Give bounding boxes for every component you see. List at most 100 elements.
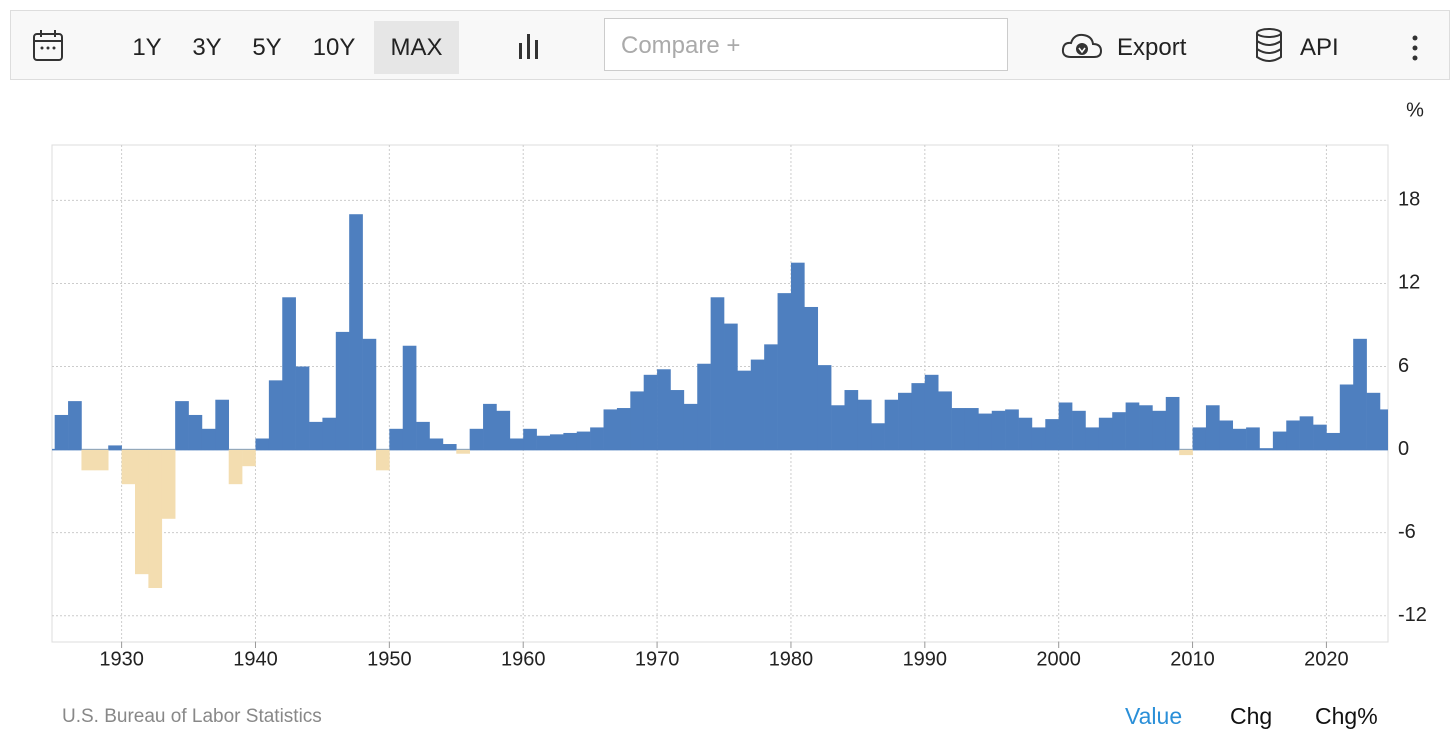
calendar-icon[interactable] xyxy=(31,28,67,64)
unit-label: % xyxy=(1406,99,1424,121)
y-tick-label: -6 xyxy=(1398,521,1416,543)
bar xyxy=(1272,431,1287,450)
x-tick-label: 2000 xyxy=(1036,648,1081,670)
bar xyxy=(549,434,564,450)
x-tick-label: 2010 xyxy=(1170,648,1215,670)
bar xyxy=(898,392,912,450)
bar xyxy=(1125,402,1140,450)
bar xyxy=(1339,384,1354,450)
bar xyxy=(335,331,350,450)
bar xyxy=(790,262,805,450)
bar xyxy=(161,449,176,519)
bar xyxy=(697,363,711,450)
bar xyxy=(603,409,618,450)
bar xyxy=(1005,409,1019,450)
bar xyxy=(108,445,122,450)
bar xyxy=(1205,405,1220,450)
bar xyxy=(1139,405,1153,450)
bar xyxy=(1313,424,1327,450)
bar xyxy=(188,414,203,450)
mode-button[interactable]: Value xyxy=(1125,703,1183,729)
bar xyxy=(228,449,243,485)
x-tick-label: 1990 xyxy=(903,648,948,670)
bar xyxy=(1058,402,1073,450)
bar xyxy=(884,399,899,450)
bar xyxy=(576,431,591,450)
bar xyxy=(523,428,537,450)
export-icon[interactable] xyxy=(1061,31,1103,63)
api-icon[interactable] xyxy=(1254,27,1284,63)
bar xyxy=(938,391,952,450)
bar xyxy=(951,408,966,450)
bar xyxy=(509,438,524,450)
x-tick-label: 1980 xyxy=(769,648,814,670)
mode-button[interactable]: Chg% xyxy=(1315,703,1378,729)
bar xyxy=(563,432,578,450)
bar xyxy=(1152,410,1167,450)
bar xyxy=(94,449,109,471)
bar xyxy=(683,403,698,450)
bar xyxy=(469,428,484,450)
bar xyxy=(456,449,470,454)
y-tick-label: 12 xyxy=(1398,272,1420,294)
bar xyxy=(710,297,725,450)
bar xyxy=(804,306,819,450)
bar xyxy=(389,428,404,450)
bar xyxy=(844,390,859,450)
bar xyxy=(1219,420,1234,450)
bar xyxy=(1246,427,1260,450)
bar xyxy=(764,344,778,450)
menu-icon[interactable] xyxy=(1410,33,1420,63)
bar xyxy=(215,399,230,450)
chart-type-icon[interactable] xyxy=(516,31,546,61)
range-button[interactable]: MAX xyxy=(374,21,459,74)
bar xyxy=(402,345,417,450)
bar xyxy=(924,374,939,450)
bar xyxy=(616,408,631,450)
x-tick-label: 1950 xyxy=(367,648,412,670)
range-button[interactable]: 3Y xyxy=(192,34,222,61)
bar xyxy=(1098,417,1113,450)
bar xyxy=(737,370,752,450)
api-button[interactable]: API xyxy=(1300,34,1339,61)
range-button[interactable]: 1Y xyxy=(132,34,162,61)
bar xyxy=(295,366,310,450)
bar xyxy=(268,380,283,450)
bar xyxy=(242,449,256,467)
bar xyxy=(1112,412,1126,450)
bar xyxy=(1299,416,1314,450)
range-button[interactable]: 10Y xyxy=(312,34,356,61)
mode-button[interactable]: Chg xyxy=(1230,703,1273,729)
bar xyxy=(1326,432,1341,450)
bar xyxy=(1259,448,1274,450)
bar xyxy=(777,293,792,450)
bar xyxy=(1353,338,1367,450)
export-button[interactable]: Export xyxy=(1117,34,1187,61)
bar xyxy=(54,414,69,450)
x-tick-label: 1960 xyxy=(501,648,546,670)
bar xyxy=(429,438,444,450)
bar xyxy=(1232,428,1247,450)
x-tick-label: 1970 xyxy=(635,648,680,670)
bar xyxy=(362,338,377,450)
bar xyxy=(1192,427,1207,450)
bar xyxy=(81,449,96,471)
bar xyxy=(1045,419,1059,450)
plot-border xyxy=(51,144,1389,643)
bar xyxy=(911,383,926,450)
x-tick-label: 1930 xyxy=(99,648,144,670)
bar xyxy=(1031,427,1046,450)
bar xyxy=(590,427,604,450)
bar xyxy=(724,323,738,450)
y-tick-label: -12 xyxy=(1398,604,1427,626)
bar xyxy=(1286,420,1300,450)
compare-input[interactable]: Compare + xyxy=(604,18,1008,71)
range-button[interactable]: 5Y xyxy=(252,34,282,61)
toolbar: 1Y 3Y 5Y 10Y MAX Compare + Export API xyxy=(10,10,1450,80)
bar xyxy=(349,214,363,450)
bar xyxy=(643,374,658,450)
bar xyxy=(991,410,1006,450)
bar xyxy=(121,449,136,485)
bar xyxy=(871,423,885,450)
